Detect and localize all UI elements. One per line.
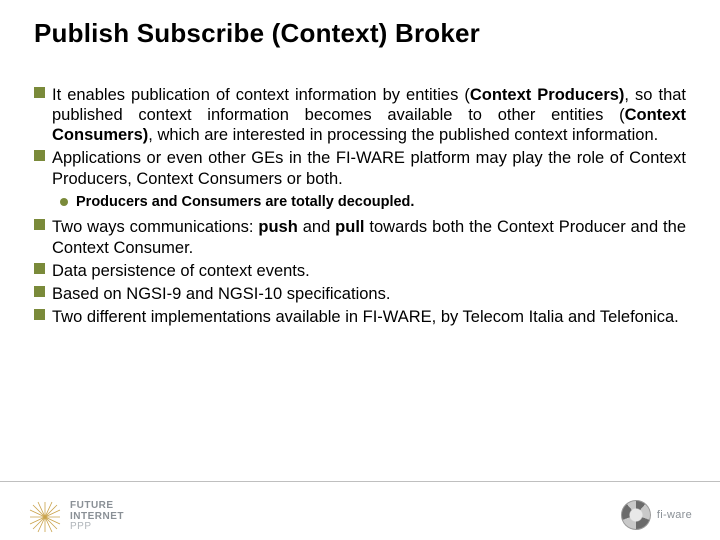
swirl-icon bbox=[621, 500, 651, 530]
logo-future-internet-ppp: FUTURE INTERNET PPP bbox=[28, 500, 124, 534]
bullet-6: Two different implementations available … bbox=[34, 307, 686, 327]
bold: push bbox=[258, 218, 297, 236]
text: Two ways communications: bbox=[52, 218, 258, 236]
fiware-text: fi-ware bbox=[657, 509, 692, 521]
text: and bbox=[298, 218, 335, 236]
text: , which are interested in processing the… bbox=[148, 126, 658, 144]
logo-left-text: FUTURE INTERNET PPP bbox=[70, 501, 124, 533]
footer: FUTURE INTERNET PPP fi-ware bbox=[0, 481, 720, 540]
bullet-list-2: Two ways communications: push and pull t… bbox=[34, 217, 686, 327]
sub-bullet-list: Producers and Consumers are totally deco… bbox=[34, 193, 686, 212]
bullet-3: Two ways communications: push and pull t… bbox=[34, 217, 686, 257]
star-icon bbox=[28, 500, 62, 534]
bullet-1: It enables publication of context inform… bbox=[34, 85, 686, 145]
bullet-2: Applications or even other GEs in the FI… bbox=[34, 148, 686, 188]
slide-title: Publish Subscribe (Context) Broker bbox=[34, 18, 686, 49]
text: It enables publication of context inform… bbox=[52, 86, 470, 104]
logo-line3: PPP bbox=[70, 522, 124, 533]
sub-bullet-1: Producers and Consumers are totally deco… bbox=[60, 193, 686, 212]
logo-fiware: fi-ware bbox=[621, 500, 692, 530]
bullet-4: Data persistence of context events. bbox=[34, 261, 686, 281]
bullet-5: Based on NGSI-9 and NGSI-10 specificatio… bbox=[34, 284, 686, 304]
bullet-list: It enables publication of context inform… bbox=[34, 85, 686, 189]
bold: pull bbox=[335, 218, 364, 236]
bold: Context Producers) bbox=[470, 86, 625, 104]
